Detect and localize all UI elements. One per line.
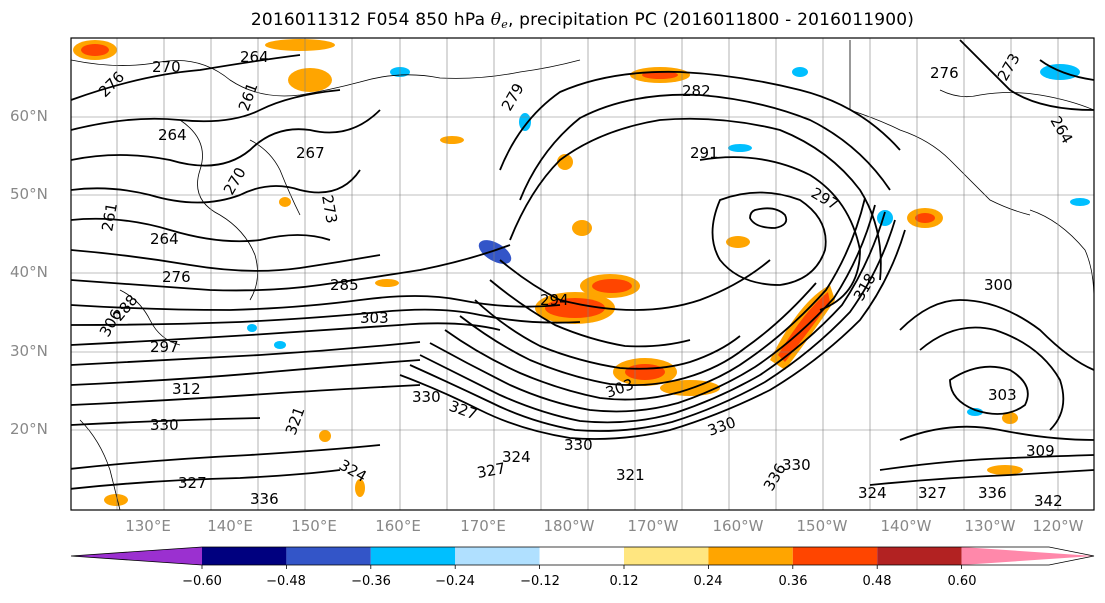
contour-label: 297	[150, 338, 179, 356]
colorbar-tick-label: −0.60	[182, 574, 222, 589]
contour-label: 264	[240, 48, 269, 66]
lon-label: 160°E	[375, 517, 421, 535]
contour-label: 267	[296, 144, 325, 162]
colorbar-segment	[539, 547, 624, 565]
colorbar-segment	[455, 547, 540, 565]
contour-label: 303	[360, 309, 389, 327]
contour-label: 300	[984, 276, 1013, 294]
colorbar-tick-label: 0.36	[778, 574, 808, 589]
colorbar	[70, 546, 1095, 569]
map-panel: 264 270 276 261 264 267 270 273 261 264 …	[71, 38, 1094, 510]
theta-e-contours	[71, 39, 1094, 490]
contour-label: 276	[930, 64, 959, 82]
lat-label: 60°N	[10, 107, 48, 125]
colorbar-tick-label: 0.60	[947, 574, 977, 589]
contour-label: 324	[858, 484, 887, 502]
contour-label: 294	[540, 291, 569, 309]
contour-label: 291	[690, 144, 719, 162]
colorbar-segment	[370, 547, 456, 565]
colorbar-tick-label: −0.36	[351, 574, 391, 589]
colorbar-segment	[792, 547, 878, 565]
lat-label: 30°N	[10, 342, 48, 360]
colorbar-segment	[286, 547, 371, 565]
lon-label: 150°E	[291, 517, 337, 535]
contour-label: 327	[178, 474, 207, 492]
precip-shading	[73, 39, 1090, 506]
lon-label: 140°W	[880, 517, 932, 535]
contour-label: 330	[782, 456, 811, 474]
contour-label: 330	[412, 388, 441, 406]
colorbar-tick-label: 0.48	[862, 574, 892, 589]
coastlines	[71, 40, 1094, 510]
contour-label: 264	[150, 230, 179, 248]
contour-label: 273	[318, 194, 341, 225]
colorbar-tick-label: −0.12	[520, 574, 560, 589]
lat-label: 50°N	[10, 185, 48, 203]
contour-label: 336	[978, 484, 1007, 502]
colorbar-extend-low	[71, 547, 202, 565]
colorbar-tick-label: −0.48	[266, 574, 306, 589]
title-prefix: 2016011312 F054 850 hPa	[250, 10, 491, 30]
contour-label: 276	[162, 268, 191, 286]
contour-label: 285	[330, 276, 359, 294]
contour-label: 261	[98, 201, 121, 232]
colorbar-tick-label: 0.12	[609, 574, 639, 589]
colorbar-extend-high	[961, 547, 1094, 565]
colorbar-segment	[202, 547, 287, 565]
lon-label: 170°W	[627, 517, 679, 535]
lat-label: 20°N	[10, 420, 48, 438]
contour-label: 264	[158, 126, 187, 144]
lat-label: 40°N	[10, 263, 48, 281]
contour-label: 330	[150, 416, 179, 434]
contour-label: 282	[682, 82, 711, 100]
contour-label: 309	[1026, 442, 1055, 460]
theta-symbol: θ	[490, 10, 502, 30]
colorbar-tick-label: −0.24	[435, 574, 475, 589]
precip-positive	[73, 39, 1023, 506]
lon-label: 150°W	[796, 517, 848, 535]
lon-label: 120°W	[1032, 517, 1084, 535]
lon-label: 180°W	[543, 517, 595, 535]
contour-label: 321	[616, 466, 645, 484]
colorbar-segment	[877, 547, 962, 565]
theta-subscript: e	[501, 18, 508, 31]
contour-label: 342	[1034, 492, 1063, 510]
contour-label: 303	[988, 386, 1017, 404]
colorbar-tick-label: 0.24	[693, 574, 723, 589]
contour-label: 336	[250, 490, 279, 508]
lon-label: 130°W	[964, 517, 1016, 535]
contour-label: 312	[172, 380, 201, 398]
contour-label: 324	[502, 448, 531, 466]
lon-label: 170°E	[460, 517, 506, 535]
colorbar-segment	[708, 547, 793, 565]
contour-label: 270	[152, 58, 181, 76]
contour-label: 327	[476, 459, 507, 482]
lon-label: 130°E	[125, 517, 171, 535]
title-suffix: , precipitation PC (2016011800 - 2016011…	[507, 10, 915, 30]
lon-label: 140°E	[207, 517, 253, 535]
contour-label: 330	[564, 436, 593, 454]
lon-label: 160°W	[712, 517, 764, 535]
map-title: 2016011312 F054 850 hPa θe, precipitatio…	[0, 10, 1105, 31]
contour-label: 327	[918, 484, 947, 502]
colorbar-segment	[624, 547, 709, 565]
map-border	[70, 37, 1095, 511]
